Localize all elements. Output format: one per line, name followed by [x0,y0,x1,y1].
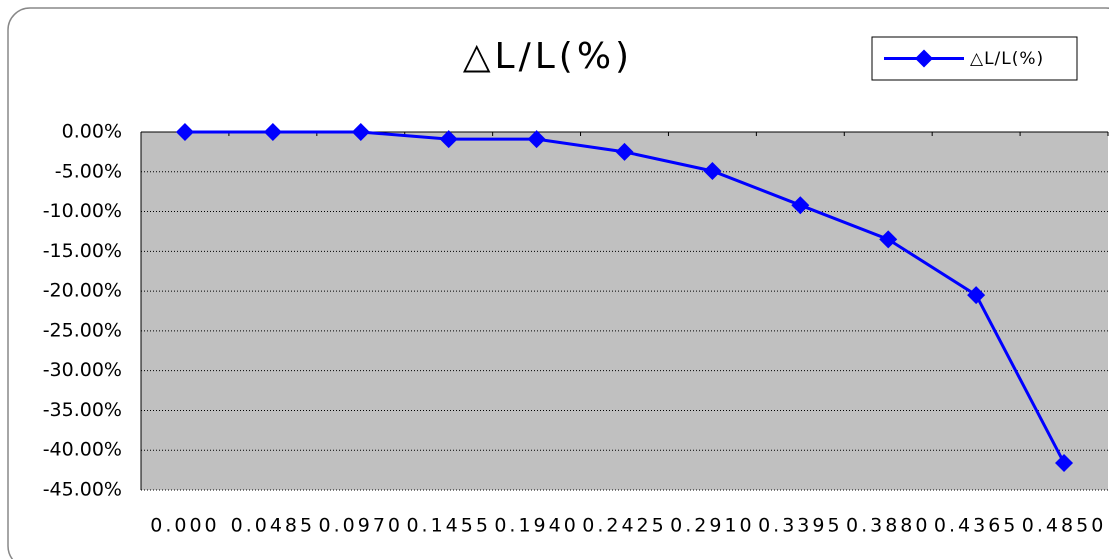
x-tick-label: 0.3395 [758,515,842,537]
data-point [175,123,194,141]
y-tick-label: -5.00% [55,160,122,182]
data-point [439,130,458,149]
plot-area [141,132,1108,490]
x-tick-label: 0.3880 [846,515,930,537]
data-point [351,123,370,141]
y-tick-label: -40.00% [43,439,122,461]
data-point [879,230,898,249]
data-point [263,123,282,141]
y-tick-label: -20.00% [43,280,122,302]
data-point [1055,453,1074,472]
x-tick-label: 0.000 [150,515,219,537]
x-tick-label: 0.0485 [231,515,315,537]
x-tick-label: 0.1455 [406,515,490,537]
y-tick-label: -25.00% [43,319,122,341]
data-point [527,130,546,149]
y-tick-label: -15.00% [43,240,122,262]
y-tick-label: -30.00% [43,359,122,381]
x-tick-label: 0.4365 [934,515,1018,537]
data-point [791,196,810,215]
x-tick-label: 0.4850 [1022,515,1106,537]
legend-label: △L/L(%) [970,49,1044,69]
y-tick-label: -10.00% [43,200,122,222]
x-tick-label: 0.2910 [670,515,754,537]
data-point [615,142,634,161]
y-tick-label: -45.00% [43,479,122,501]
data-point [703,161,722,180]
legend-marker [915,49,933,68]
y-tick-label: -35.00% [43,399,122,421]
y-tick-label: 0.00% [62,121,122,143]
x-tick-label: 0.2425 [582,515,666,537]
x-tick-label: 0.1940 [494,515,578,537]
x-tick-label: 0.0970 [319,515,403,537]
data-point [967,286,986,305]
chart-title: △L/L(%) [463,36,633,77]
